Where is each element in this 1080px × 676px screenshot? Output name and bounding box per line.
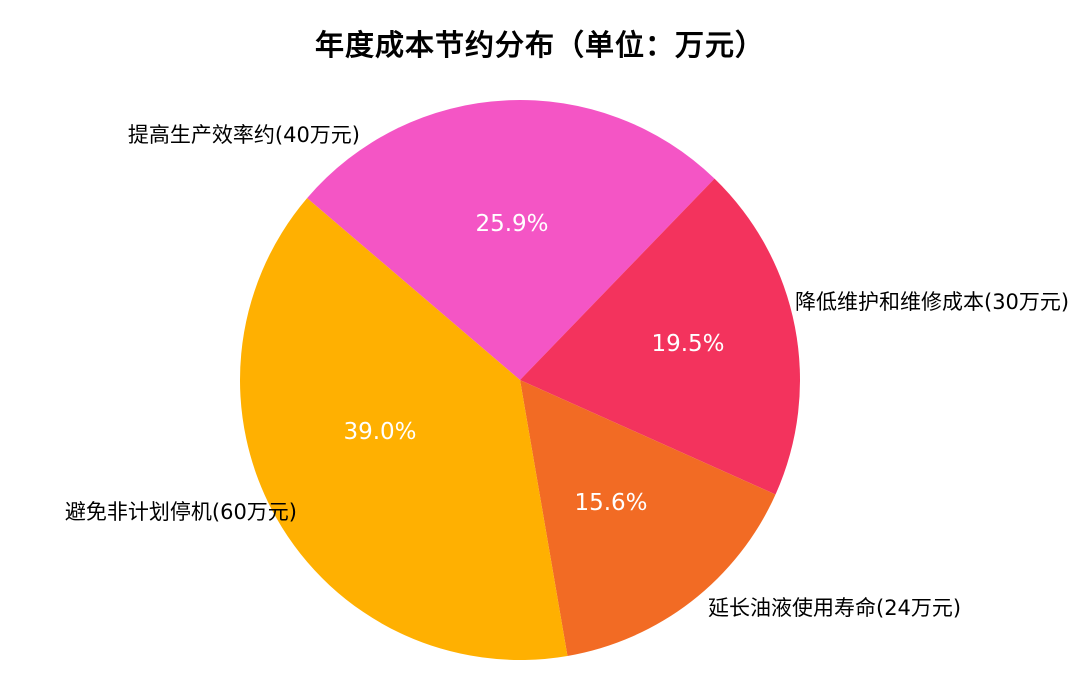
pct-label-reduce-maintenance-cost: 19.5% <box>651 331 725 357</box>
pct-label-improve-efficiency: 25.9% <box>475 211 549 237</box>
pie-slice-avoid-unplanned-downtime <box>239 198 568 661</box>
chart-title: 年度成本节约分布（单位：万元） <box>314 28 765 62</box>
pie-slice-extend-oil-life <box>520 380 776 656</box>
label-extend-oil-life: 延长油液使用寿命(24万元) <box>708 596 962 620</box>
label-avoid-unplanned-downtime: 避免非计划停机(60万元) <box>64 500 297 524</box>
label-reduce-maintenance-cost: 降低维护和维修成本(30万元) <box>795 290 1070 314</box>
pie-slice-improve-efficiency <box>307 100 715 381</box>
pie-slice-reduce-maintenance-cost <box>520 178 800 495</box>
pct-label-extend-oil-life: 15.6% <box>574 490 648 516</box>
pct-label-avoid-unplanned-downtime: 39.0% <box>343 419 417 445</box>
label-improve-efficiency: 提高生产效率约(40万元) <box>127 123 360 147</box>
